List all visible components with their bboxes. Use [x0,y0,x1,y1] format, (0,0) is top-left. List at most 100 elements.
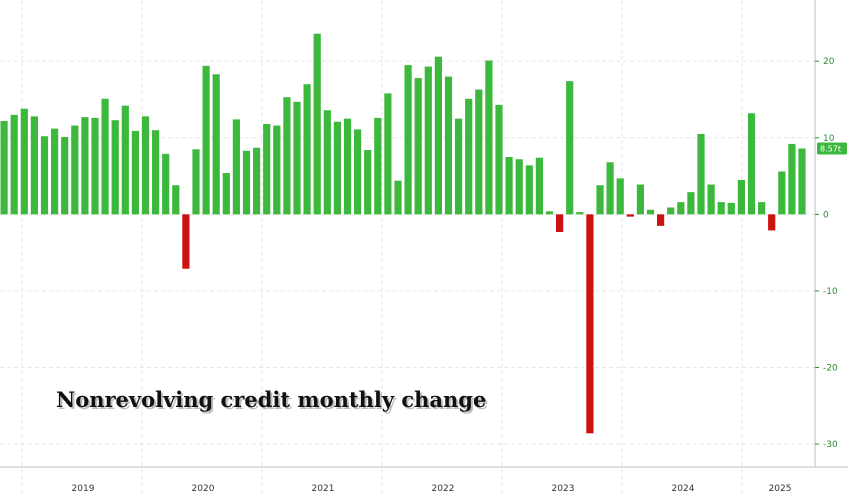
bar [556,214,564,232]
bar [778,171,786,215]
y-tick-label: 0 [823,210,829,220]
bar [596,185,604,215]
bar [485,60,493,215]
bar [141,116,150,215]
bar [172,185,180,215]
bar [657,214,665,226]
bar [0,120,8,215]
bar [495,104,503,215]
bar [434,56,442,215]
bar [606,162,614,215]
bar [131,130,139,215]
bar [616,178,624,215]
bar [202,65,210,215]
bar [717,202,725,215]
y-tick-label: 10 [823,134,835,144]
y-tick-label: 20 [823,57,835,67]
bar [323,110,331,215]
x-tick-labels: 2019 2020 2021 2022 2023 2024 2025 [72,484,792,494]
bar [212,74,220,215]
bar [636,184,644,215]
bar [364,150,372,215]
bar [111,120,119,215]
bar [444,76,453,215]
bar [354,129,362,215]
bar [232,119,240,215]
bar [505,156,513,215]
bar [727,202,735,215]
last-value-label: 8.57t [820,145,841,154]
bar [737,179,745,215]
bar [667,207,675,215]
chart-title-shadow: Nonrevolving credit monthly change [58,389,488,414]
bar [343,118,352,215]
bar [242,150,251,215]
bar [758,202,766,215]
bar [697,133,705,215]
x-tick-label: 2019 [72,484,95,494]
bar [303,84,311,215]
bar [687,192,695,215]
bar [545,211,554,215]
bar [263,124,271,215]
bar [515,159,523,215]
bar [313,33,321,215]
bar [535,157,543,215]
bar [768,214,776,231]
bar [253,147,261,215]
bar [81,117,89,215]
axes [0,0,848,468]
bar [40,136,49,215]
bar [162,153,170,215]
x-tick-label: 2020 [192,484,215,494]
x-tick-label: 2024 [672,484,695,494]
bar [455,118,463,215]
bar [121,105,129,215]
bar [525,165,533,215]
bar [374,117,382,215]
y-tick-label: -30 [823,440,838,450]
bar [71,125,79,215]
bar [384,93,392,215]
bar [465,98,473,215]
x-tick-label: 2025 [769,484,792,494]
bar [51,128,59,215]
bars [0,33,806,434]
y-tick-label: -20 [823,363,838,373]
bar [677,202,685,215]
bar [152,130,160,215]
x-tick-label: 2022 [432,484,455,494]
bar [10,114,18,215]
bar [101,98,109,215]
bar [61,137,69,215]
bar [576,212,584,215]
bar [222,173,230,215]
bar [293,101,301,215]
y-tick-label: -10 [823,287,838,297]
bar [747,113,756,215]
bar [424,66,432,215]
bar [586,214,594,434]
bar [707,184,715,215]
bar [192,149,200,215]
bar [30,116,38,215]
x-tick-label: 2023 [552,484,575,494]
bar [646,209,655,215]
bar [273,125,281,215]
bar [91,117,99,215]
bar [20,108,28,215]
bar [798,148,806,215]
x-tick-label: 2021 [312,484,335,494]
bar [404,65,412,215]
y-tick-labels: -30 -20 -10 0 10 20 [815,57,838,450]
bar [626,214,634,217]
bar [788,143,796,215]
last-value-badge-bg [817,142,847,155]
last-value-badge: 8.57t [817,142,847,155]
bar [182,214,190,269]
bar [475,89,483,215]
bar [394,180,402,215]
bar [283,97,291,215]
bar [566,81,574,215]
